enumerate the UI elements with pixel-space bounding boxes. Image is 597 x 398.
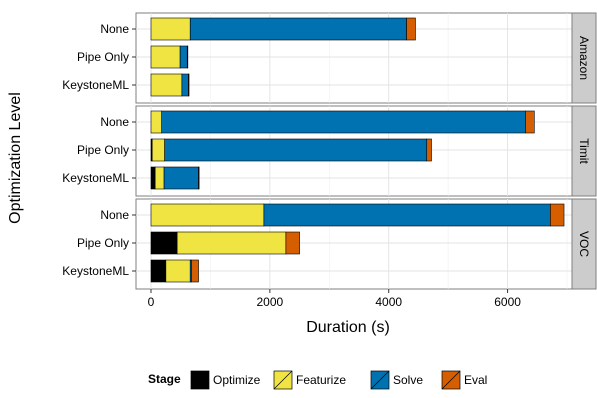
- bar-segment-solve: [263, 203, 551, 227]
- bar-segment-eval: [426, 138, 432, 162]
- legend-item-featurize: Featurize: [273, 370, 346, 390]
- legend-label: Solve: [393, 373, 423, 387]
- x-axis-title: Duration (s): [306, 319, 390, 336]
- x-axis: 0 2000 4000 6000: [148, 289, 521, 309]
- bar-segment-featurize: [154, 166, 165, 190]
- y-tick-label: None: [100, 115, 129, 129]
- legend-item-eval: Eval: [441, 370, 487, 390]
- bar-voc-keystoneml: [150, 259, 199, 283]
- y-tick-label: Pipe Only: [77, 50, 129, 64]
- y-tick-label: KeystoneML: [62, 264, 129, 278]
- bar-segment-eval: [550, 203, 565, 227]
- y-tick-label: None: [100, 208, 129, 222]
- bar-segment-optimize: [150, 259, 167, 283]
- bar-segment-featurize: [150, 45, 181, 69]
- legend-item-solve: Solve: [370, 370, 423, 390]
- bar-timit-pipe-only: [150, 138, 432, 162]
- legend-key-slash: [441, 370, 461, 390]
- y-axis-title: Optimization Level: [7, 92, 24, 224]
- bar-voc-none: [150, 203, 565, 227]
- y-tick-label: Pipe Only: [77, 143, 129, 157]
- bar-segment-eval: [525, 110, 535, 134]
- panel-amazon: None Pipe Only KeystoneML Amazon: [62, 12, 597, 104]
- y-tick-label: KeystoneML: [62, 171, 129, 185]
- x-tick-label: 2000: [257, 295, 284, 309]
- legend-key-slash: [370, 370, 390, 390]
- bar-segment-optimize: [150, 231, 178, 255]
- bar-timit-none: [150, 110, 535, 134]
- legend-title: Stage: [148, 372, 181, 386]
- bar-segment-solve: [189, 17, 407, 41]
- bar-voc-pipe-only: [150, 231, 300, 255]
- bar-segment-optimize: [150, 166, 156, 190]
- x-tick-label: 4000: [375, 295, 402, 309]
- bar-segment-eval: [186, 45, 189, 69]
- legend-key-slash: [190, 370, 210, 390]
- bar-segment-solve: [161, 110, 526, 134]
- bar-segment-eval: [198, 166, 200, 190]
- bar-segment-featurize: [150, 17, 191, 41]
- y-tick-label: Pipe Only: [77, 236, 129, 250]
- bar-segment-eval: [406, 17, 416, 41]
- legend-label: Optimize: [213, 373, 261, 387]
- panel-timit: None Pipe Only KeystoneML Timit: [62, 105, 597, 197]
- panel-voc: None Pipe Only KeystoneML VOC: [62, 198, 597, 290]
- bar-amazon-pipe-only: [150, 45, 189, 69]
- bar-amazon-none: [150, 17, 416, 41]
- facet-panels: None Pipe Only KeystoneML Amazon None Pipe On…: [62, 12, 597, 290]
- legend-item-optimize: Optimize: [190, 370, 261, 390]
- x-tick-label: 0: [148, 295, 155, 309]
- bar-segment-solve: [181, 73, 189, 97]
- bar-segment-solve: [164, 138, 428, 162]
- bar-segment-featurize: [176, 231, 287, 255]
- bar-segment-featurize: [151, 138, 165, 162]
- bar-segment-eval: [285, 231, 300, 255]
- bar-segment-eval: [188, 73, 190, 97]
- legend-key-slash: [273, 370, 293, 390]
- y-tick-label: None: [100, 22, 129, 36]
- facet-strip: [571, 105, 597, 197]
- facet-strip-label: VOC: [577, 231, 591, 257]
- bar-segment-solve: [163, 166, 199, 190]
- bar-segment-solve: [179, 45, 188, 69]
- bar-segment-featurize: [150, 73, 183, 97]
- bar-segment-featurize: [165, 259, 191, 283]
- y-tick-label: KeystoneML: [62, 78, 129, 92]
- bar-amazon-keystoneml: [150, 73, 190, 97]
- bar-segment-featurize: [150, 203, 265, 227]
- facet-strip: [571, 198, 597, 290]
- legend-label: Featurize: [296, 373, 346, 387]
- bar-segment-eval: [191, 259, 199, 283]
- x-tick-label: 6000: [494, 295, 521, 309]
- facet-strip: [571, 12, 597, 104]
- legend: Stage Optimize Featurize Solve Eval: [148, 370, 487, 390]
- legend-label: Eval: [464, 373, 487, 387]
- facet-strip-label: Timit: [577, 138, 591, 164]
- facet-strip-label: Amazon: [577, 36, 591, 80]
- bar-segment-featurize: [150, 110, 162, 134]
- bar-timit-keystoneml: [150, 166, 200, 190]
